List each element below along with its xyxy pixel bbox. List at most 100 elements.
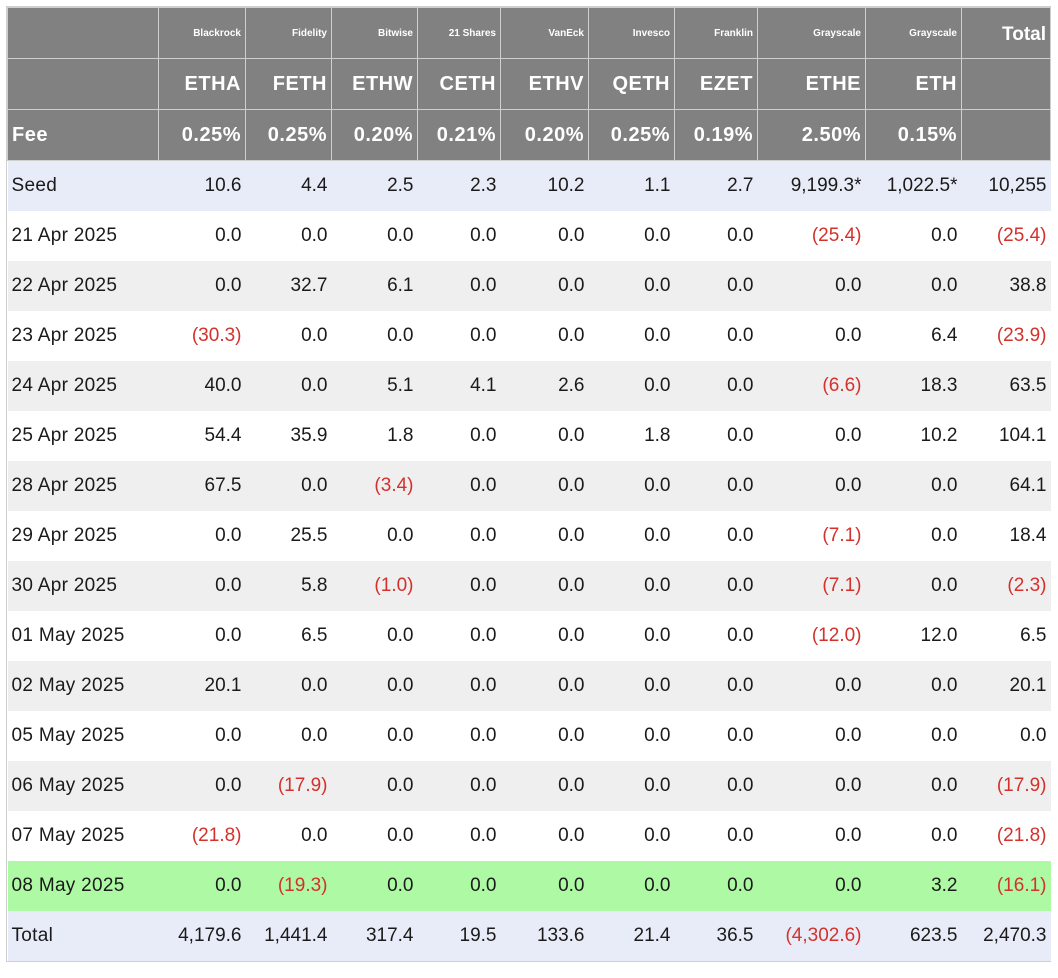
- flow-cell: 0.0: [417, 510, 501, 561]
- flow-cell: 0.0: [588, 660, 675, 711]
- flow-cell: 0.0: [757, 860, 866, 911]
- table-row: 05 May 2025 0.0 0.0 0.0 0.0 0.0 0.0 0.0 …: [7, 710, 1051, 761]
- row-total-cell: (23.9): [961, 310, 1051, 361]
- flow-cell: (3.4): [331, 460, 418, 511]
- flow-cell: 0.0: [674, 710, 758, 761]
- flow-cell: 0.0: [500, 810, 589, 861]
- ticker-header: CETH: [417, 58, 501, 110]
- flow-cell: 0.0: [158, 710, 246, 761]
- table-row: 22 Apr 2025 0.0 32.7 6.1 0.0 0.0 0.0 0.0…: [7, 260, 1051, 311]
- flow-cell: 0.0: [158, 760, 246, 811]
- row-label: 29 Apr 2025: [7, 510, 159, 561]
- flow-cell: 0.0: [331, 210, 418, 261]
- flow-cell: 32.7: [245, 260, 332, 311]
- flow-cell: 0.0: [417, 560, 501, 611]
- flow-cell: (4,302.6): [757, 910, 866, 961]
- flow-cell: 0.0: [865, 810, 962, 861]
- eth-etf-flows-table: Blackrock Fidelity Bitwise 21 Shares Van…: [7, 7, 1051, 961]
- row-total-cell: 64.1: [961, 460, 1051, 511]
- header-blank-cell: [961, 58, 1051, 110]
- flow-cell: 0.0: [331, 860, 418, 911]
- flow-cell: 0.0: [588, 310, 675, 361]
- table-header: Blackrock Fidelity Bitwise 21 Shares Van…: [7, 7, 1051, 161]
- flow-cell: 0.0: [417, 610, 501, 661]
- row-total-cell: (21.8): [961, 810, 1051, 861]
- flow-cell: 0.0: [500, 760, 589, 811]
- flow-cell: (30.3): [158, 310, 246, 361]
- flow-cell: 0.0: [245, 460, 332, 511]
- flow-cell: (21.8): [158, 810, 246, 861]
- seed-row: Seed 10.6 4.4 2.5 2.3 10.2 1.1 2.7 9,199…: [7, 160, 1051, 211]
- flow-cell: 0.0: [500, 710, 589, 761]
- row-label: 01 May 2025: [7, 610, 159, 661]
- ticker-header: ETHV: [500, 58, 589, 110]
- provider-header: Blackrock: [158, 7, 246, 59]
- fee-value: 0.25%: [588, 109, 675, 161]
- flow-cell: 0.0: [588, 810, 675, 861]
- flow-cell: 2.7: [674, 160, 758, 211]
- flow-cell: 0.0: [588, 460, 675, 511]
- flow-cell: 0.0: [417, 410, 501, 461]
- flow-cell: 18.3: [865, 360, 962, 411]
- fee-value: 0.15%: [865, 109, 962, 161]
- flow-cell: 10.2: [500, 160, 589, 211]
- flow-cell: 1,441.4: [245, 910, 332, 961]
- flow-cell: 0.0: [331, 310, 418, 361]
- provider-header: Invesco: [588, 7, 675, 59]
- flow-cell: 40.0: [158, 360, 246, 411]
- row-label: 05 May 2025: [7, 710, 159, 761]
- flow-cell: 0.0: [674, 460, 758, 511]
- etf-flows-table-container: Blackrock Fidelity Bitwise 21 Shares Van…: [6, 6, 1051, 962]
- flow-cell: 0.0: [245, 660, 332, 711]
- flow-cell: 0.0: [417, 660, 501, 711]
- flow-cell: 0.0: [417, 860, 501, 911]
- flow-cell: 36.5: [674, 910, 758, 961]
- flow-cell: 0.0: [588, 760, 675, 811]
- flow-cell: (6.6): [757, 360, 866, 411]
- flow-cell: 0.0: [757, 660, 866, 711]
- flow-cell: 6.4: [865, 310, 962, 361]
- flow-cell: 10.2: [865, 410, 962, 461]
- flow-cell: 0.0: [757, 760, 866, 811]
- flow-cell: 0.0: [158, 210, 246, 261]
- flow-cell: 0.0: [331, 660, 418, 711]
- row-label: 28 Apr 2025: [7, 460, 159, 511]
- flow-cell: 1.8: [588, 410, 675, 461]
- table-row: 21 Apr 2025 0.0 0.0 0.0 0.0 0.0 0.0 0.0 …: [7, 210, 1051, 261]
- flow-cell: 9,199.3*: [757, 160, 866, 211]
- flow-cell: 0.0: [500, 210, 589, 261]
- fee-header-row: Fee 0.25% 0.25% 0.20% 0.21% 0.20% 0.25% …: [7, 109, 1051, 161]
- row-label: 23 Apr 2025: [7, 310, 159, 361]
- flow-cell: 3.2: [865, 860, 962, 911]
- row-label: 07 May 2025: [7, 810, 159, 861]
- total-column-header: Total: [961, 7, 1051, 59]
- flow-cell: 0.0: [865, 460, 962, 511]
- flow-cell: 0.0: [331, 760, 418, 811]
- flow-cell: 12.0: [865, 610, 962, 661]
- row-label: 21 Apr 2025: [7, 210, 159, 261]
- highlighted-latest-row: 08 May 2025 0.0 (19.3) 0.0 0.0 0.0 0.0 0…: [7, 860, 1051, 911]
- ticker-header: ETHA: [158, 58, 246, 110]
- flow-cell: 0.0: [674, 260, 758, 311]
- ticker-header: ETH: [865, 58, 962, 110]
- total-row: Total 4,179.6 1,441.4 317.4 19.5 133.6 2…: [7, 910, 1051, 961]
- flow-cell: 5.1: [331, 360, 418, 411]
- flow-cell: 0.0: [674, 210, 758, 261]
- fee-value: 0.20%: [500, 109, 589, 161]
- ticker-header: QETH: [588, 58, 675, 110]
- flow-cell: 317.4: [331, 910, 418, 961]
- row-total-cell: 38.8: [961, 260, 1051, 311]
- flow-cell: (17.9): [245, 760, 332, 811]
- row-total-cell: 63.5: [961, 360, 1051, 411]
- flow-cell: 6.5: [245, 610, 332, 661]
- table-row: 28 Apr 2025 67.5 0.0 (3.4) 0.0 0.0 0.0 0…: [7, 460, 1051, 511]
- flow-cell: 0.0: [417, 210, 501, 261]
- fee-value: 2.50%: [757, 109, 866, 161]
- flow-cell: 1,022.5*: [865, 160, 962, 211]
- flow-cell: (7.1): [757, 560, 866, 611]
- flow-cell: 0.0: [588, 210, 675, 261]
- flow-cell: 0.0: [674, 610, 758, 661]
- row-total-cell: 2,470.3: [961, 910, 1051, 961]
- flow-cell: (19.3): [245, 860, 332, 911]
- flow-cell: 0.0: [500, 610, 589, 661]
